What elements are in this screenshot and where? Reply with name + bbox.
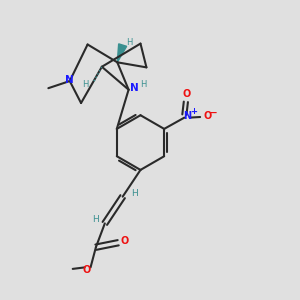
- Text: N: N: [183, 111, 191, 122]
- Text: H: H: [140, 80, 146, 89]
- Text: O: O: [182, 88, 190, 98]
- Text: H: H: [82, 80, 89, 89]
- Text: H: H: [126, 38, 132, 47]
- Text: N: N: [130, 83, 138, 93]
- Text: +: +: [190, 106, 197, 116]
- Text: O: O: [203, 111, 212, 122]
- Text: −: −: [209, 108, 218, 118]
- Text: O: O: [120, 236, 128, 246]
- Text: O: O: [83, 266, 91, 275]
- Text: H: H: [131, 189, 138, 198]
- Polygon shape: [117, 44, 127, 62]
- Text: N: N: [65, 75, 74, 85]
- Text: H: H: [92, 215, 99, 224]
